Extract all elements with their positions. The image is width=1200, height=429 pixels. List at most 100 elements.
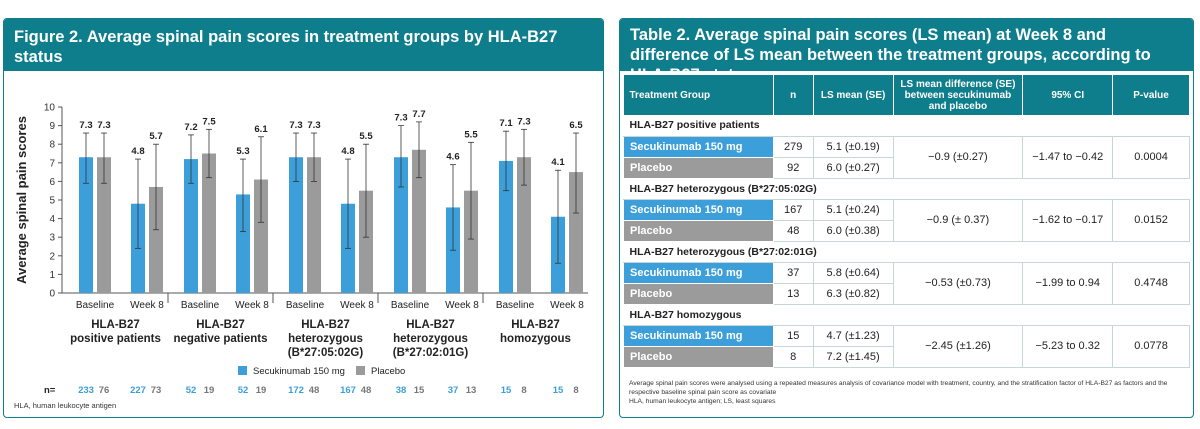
y-tick-label: 10 xyxy=(44,103,56,114)
group-label: HLA-B27 heterozygous (B*27:05:02G) xyxy=(623,178,1190,200)
table-row: Placebo 13 6.3 (±0.82) xyxy=(623,282,1190,305)
placebo-bar xyxy=(254,179,268,293)
data-label: 4.1 xyxy=(551,157,565,168)
ls-mean-cell: 6.3 (±0.82) xyxy=(812,282,894,305)
header-95-ci: 95% CI xyxy=(1022,75,1114,115)
data-label: 7.3 xyxy=(307,120,320,131)
n-count: 19 xyxy=(204,385,215,396)
x-tick-label: Baseline xyxy=(286,300,325,311)
data-label: 7.2 xyxy=(184,122,197,133)
secukinumab-bar xyxy=(394,157,408,293)
table-abbreviations: HLA, human leukocyte antigen; LS, least … xyxy=(629,398,776,405)
p-value-cell: 0.0004 xyxy=(1112,135,1190,179)
data-label: 7.3 xyxy=(79,120,92,131)
data-label: 4.8 xyxy=(131,146,144,157)
data-label: 7.3 xyxy=(289,120,302,131)
header-ls-mean-difference: LS mean difference (SE) between secukinu… xyxy=(893,75,1024,115)
n-count: 15 xyxy=(501,385,512,396)
group-label: HLA-B27 heterozygous (B*27:02:01G) xyxy=(623,241,1190,263)
table-header-row: Treatment Group n LS mean (SE) LS mean d… xyxy=(623,75,1190,115)
y-tick-label: 9 xyxy=(49,121,55,132)
x-tick-label: Baseline xyxy=(496,300,535,311)
placebo-bar xyxy=(97,157,111,293)
group-label: HLA-B27 xyxy=(196,319,245,331)
group-label: negative patients xyxy=(174,333,268,345)
placebo-bar xyxy=(359,190,373,293)
n-count: 8 xyxy=(573,385,578,396)
legend-label-secukinumab: Secukinumab 150 mg xyxy=(253,366,345,377)
legend-swatch-secukinumab xyxy=(238,366,247,375)
treatment-cell: Secukinumab 150 mg xyxy=(623,198,774,221)
ls-mean-cell: 6.0 (±0.38) xyxy=(812,219,894,242)
x-tick-label: Week 8 xyxy=(130,300,164,311)
n-count: 15 xyxy=(553,385,564,396)
data-label: 7.7 xyxy=(412,109,425,120)
table-title: Table 2. Average spinal pain scores (LS … xyxy=(620,19,1193,84)
n-cell: 37 xyxy=(772,261,814,284)
placebo-bar xyxy=(307,157,321,293)
group-label: positive patients xyxy=(70,333,161,345)
treatment-cell: Placebo xyxy=(623,345,774,368)
data-label: 7.3 xyxy=(517,116,530,127)
n-count: 48 xyxy=(361,385,372,396)
placebo-bar xyxy=(569,172,583,293)
table-group-row: HLA-B27 positive patients xyxy=(623,115,1190,137)
data-label: 6.1 xyxy=(254,124,268,135)
n-count: 15 xyxy=(414,385,425,396)
bar-chart: Average spinal pain scores 0 1 2 3 4 5 6 7 8 9 10 7.… xyxy=(14,103,588,410)
n-cell: 8 xyxy=(772,345,814,368)
y-tick-label: 2 xyxy=(49,251,55,262)
x-tick-label: Week 8 xyxy=(445,300,479,311)
x-tick-label: Week 8 xyxy=(550,300,584,311)
ci-cell: −1.99 to 0.94 xyxy=(1022,261,1114,305)
ls-mean-cell: 7.2 (±1.45) xyxy=(812,345,894,368)
figure-title: Figure 2. Average spinal pain scores in … xyxy=(4,19,603,71)
y-axis-label: Average spinal pain scores xyxy=(14,116,29,284)
treatment-cell: Secukinumab 150 mg xyxy=(623,135,774,158)
data-label: 7.5 xyxy=(202,116,216,127)
y-tick-label: 7 xyxy=(49,158,55,169)
difference-cell: −0.9 (± 0.37) xyxy=(892,198,1024,242)
difference-cell: −0.53 (±0.73) xyxy=(892,261,1024,305)
y-tick-label: 0 xyxy=(49,289,55,300)
ls-mean-cell: 5.1 (±0.19) xyxy=(812,135,894,158)
table-row: Placebo 92 6.0 (±0.27) xyxy=(623,156,1190,179)
data-label: 5.5 xyxy=(359,131,373,142)
data-label: 7.1 xyxy=(499,118,513,129)
group-label: (B*27:05:02G) xyxy=(288,347,364,359)
p-value-cell: 0.4748 xyxy=(1112,261,1190,305)
ls-mean-cell: 4.7 (±1.23) xyxy=(812,324,894,347)
table-group-row: HLA-B27 heterozygous (B*27:02:01G) xyxy=(623,241,1190,263)
header-n: n xyxy=(773,75,814,115)
n-count: 52 xyxy=(186,385,197,396)
table-row: Secukinumab 150 mg 167 5.1 (±0.24) −0.9 (± … xyxy=(623,198,1190,242)
n-cell: 92 xyxy=(772,156,814,179)
x-tick-label: Baseline xyxy=(181,300,220,311)
n-count: 167 xyxy=(340,385,356,396)
x-tick-label: Baseline xyxy=(391,300,430,311)
header-treatment-group: Treatment Group xyxy=(623,75,774,115)
n-count: 8 xyxy=(521,385,526,396)
y-tick-label: 3 xyxy=(49,233,55,244)
n-cell: 15 xyxy=(772,324,814,347)
table-panel: Table 2. Average spinal pain scores (LS … xyxy=(619,18,1194,418)
ci-cell: −5.23 to 0.32 xyxy=(1022,324,1114,368)
placebo-bar xyxy=(412,149,426,293)
table-row: Placebo 8 7.2 (±1.45) xyxy=(623,345,1190,368)
y-tick-label: 5 xyxy=(49,196,55,207)
n-count: 48 xyxy=(309,385,320,396)
n-cell: 167 xyxy=(772,198,814,221)
figure-panel: Figure 2. Average spinal pain scores in … xyxy=(3,18,604,418)
n-cell: 13 xyxy=(772,282,814,305)
table-row: Secukinumab 150 mg 279 5.1 (±0.19) −0.9 (±0… xyxy=(623,135,1190,179)
group-label: HLA-B27 positive patients xyxy=(623,115,1190,137)
data-label: 5.5 xyxy=(464,129,478,140)
group-label: (B*27:02:01G) xyxy=(393,347,469,359)
n-cell: 48 xyxy=(772,219,814,242)
y-tick-label: 6 xyxy=(49,177,55,188)
secukinumab-bar xyxy=(184,159,198,293)
treatment-cell: Secukinumab 150 mg xyxy=(623,324,774,347)
figure-footnote: HLA, human leukocyte antigen xyxy=(14,401,116,410)
legend-label-placebo: Placebo xyxy=(371,366,405,377)
placebo-bar xyxy=(464,190,478,293)
